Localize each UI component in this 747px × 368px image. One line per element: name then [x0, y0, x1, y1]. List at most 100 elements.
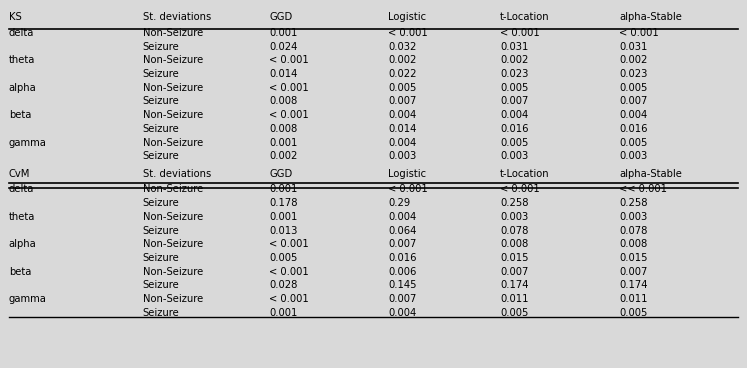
- Text: Non-Seizure: Non-Seizure: [143, 110, 203, 120]
- Text: 0.001: 0.001: [270, 28, 298, 38]
- Text: 0.016: 0.016: [619, 124, 648, 134]
- Text: 0.031: 0.031: [500, 42, 528, 52]
- Text: 0.007: 0.007: [500, 267, 528, 277]
- Text: t-Location: t-Location: [500, 13, 550, 22]
- Text: delta: delta: [9, 184, 34, 194]
- Text: 0.003: 0.003: [500, 151, 528, 162]
- Text: 0.002: 0.002: [388, 55, 417, 65]
- Text: theta: theta: [9, 55, 35, 65]
- Text: Seizure: Seizure: [143, 124, 179, 134]
- Text: Seizure: Seizure: [143, 280, 179, 290]
- Text: < 0.001: < 0.001: [388, 184, 428, 194]
- Text: < 0.001: < 0.001: [270, 83, 309, 93]
- Text: t-Location: t-Location: [500, 169, 550, 178]
- Text: 0.014: 0.014: [388, 124, 417, 134]
- Text: 0.022: 0.022: [388, 69, 417, 79]
- Text: Non-Seizure: Non-Seizure: [143, 28, 203, 38]
- Text: << 0.001: << 0.001: [619, 184, 667, 194]
- Text: 0.258: 0.258: [500, 198, 529, 208]
- Text: GGD: GGD: [270, 13, 293, 22]
- Text: delta: delta: [9, 28, 34, 38]
- Text: 0.178: 0.178: [270, 198, 298, 208]
- Text: 0.004: 0.004: [500, 110, 528, 120]
- Text: Non-Seizure: Non-Seizure: [143, 294, 203, 304]
- Text: 0.005: 0.005: [500, 138, 528, 148]
- Text: 0.29: 0.29: [388, 198, 411, 208]
- Text: 0.008: 0.008: [500, 239, 528, 249]
- Text: 0.002: 0.002: [500, 55, 528, 65]
- Text: 0.005: 0.005: [500, 308, 528, 318]
- Text: 0.145: 0.145: [388, 280, 417, 290]
- Text: 0.001: 0.001: [270, 212, 298, 222]
- Text: 0.258: 0.258: [619, 198, 648, 208]
- Text: 0.004: 0.004: [388, 110, 417, 120]
- Text: 0.016: 0.016: [500, 124, 529, 134]
- Text: 0.007: 0.007: [388, 239, 417, 249]
- Text: 0.005: 0.005: [270, 253, 298, 263]
- Text: 0.001: 0.001: [270, 184, 298, 194]
- Text: alpha-Stable: alpha-Stable: [619, 169, 682, 178]
- Text: 0.007: 0.007: [500, 96, 528, 106]
- Text: 0.003: 0.003: [500, 212, 528, 222]
- Text: Non-Seizure: Non-Seizure: [143, 55, 203, 65]
- Text: Non-Seizure: Non-Seizure: [143, 184, 203, 194]
- Text: Seizure: Seizure: [143, 42, 179, 52]
- Text: KS: KS: [9, 13, 22, 22]
- Text: 0.007: 0.007: [388, 294, 417, 304]
- Text: Logistic: Logistic: [388, 169, 427, 178]
- Text: Seizure: Seizure: [143, 96, 179, 106]
- Text: beta: beta: [9, 267, 31, 277]
- Text: 0.008: 0.008: [619, 239, 648, 249]
- Text: St. deviations: St. deviations: [143, 13, 211, 22]
- Text: 0.008: 0.008: [270, 96, 297, 106]
- Text: Seizure: Seizure: [143, 253, 179, 263]
- Text: 0.013: 0.013: [270, 226, 298, 236]
- Text: Seizure: Seizure: [143, 198, 179, 208]
- Text: 0.174: 0.174: [500, 280, 529, 290]
- Text: 0.004: 0.004: [388, 138, 417, 148]
- Text: Non-Seizure: Non-Seizure: [143, 138, 203, 148]
- Text: 0.174: 0.174: [619, 280, 648, 290]
- Text: GGD: GGD: [270, 169, 293, 178]
- Text: Logistic: Logistic: [388, 13, 427, 22]
- Text: 0.005: 0.005: [619, 83, 648, 93]
- Text: 0.011: 0.011: [619, 294, 648, 304]
- Text: Seizure: Seizure: [143, 69, 179, 79]
- Text: 0.004: 0.004: [388, 308, 417, 318]
- Text: beta: beta: [9, 110, 31, 120]
- Text: gamma: gamma: [9, 138, 47, 148]
- Text: 0.015: 0.015: [619, 253, 648, 263]
- Text: 0.007: 0.007: [619, 96, 648, 106]
- Text: 0.002: 0.002: [270, 151, 298, 162]
- Text: CvM: CvM: [9, 169, 30, 178]
- Text: Seizure: Seizure: [143, 151, 179, 162]
- Text: 0.023: 0.023: [500, 69, 528, 79]
- Text: 0.005: 0.005: [388, 83, 417, 93]
- Text: 0.016: 0.016: [388, 253, 417, 263]
- Text: 0.015: 0.015: [500, 253, 529, 263]
- Text: alpha: alpha: [9, 239, 37, 249]
- Text: < 0.001: < 0.001: [270, 239, 309, 249]
- Text: 0.004: 0.004: [388, 212, 417, 222]
- Text: 0.011: 0.011: [500, 294, 529, 304]
- Text: < 0.001: < 0.001: [388, 28, 428, 38]
- Text: alpha-Stable: alpha-Stable: [619, 13, 682, 22]
- Text: 0.002: 0.002: [619, 55, 648, 65]
- Text: 0.078: 0.078: [619, 226, 648, 236]
- Text: 0.003: 0.003: [619, 151, 648, 162]
- Text: < 0.001: < 0.001: [270, 294, 309, 304]
- Text: St. deviations: St. deviations: [143, 169, 211, 178]
- Text: Non-Seizure: Non-Seizure: [143, 212, 203, 222]
- Text: 0.064: 0.064: [388, 226, 417, 236]
- Text: theta: theta: [9, 212, 35, 222]
- Text: 0.005: 0.005: [619, 308, 648, 318]
- Text: 0.001: 0.001: [270, 138, 298, 148]
- Text: < 0.001: < 0.001: [500, 28, 540, 38]
- Text: 0.004: 0.004: [619, 110, 648, 120]
- Text: 0.007: 0.007: [388, 96, 417, 106]
- Text: 0.008: 0.008: [270, 124, 297, 134]
- Text: 0.003: 0.003: [388, 151, 417, 162]
- Text: 0.006: 0.006: [388, 267, 417, 277]
- Text: 0.014: 0.014: [270, 69, 298, 79]
- Text: Non-Seizure: Non-Seizure: [143, 267, 203, 277]
